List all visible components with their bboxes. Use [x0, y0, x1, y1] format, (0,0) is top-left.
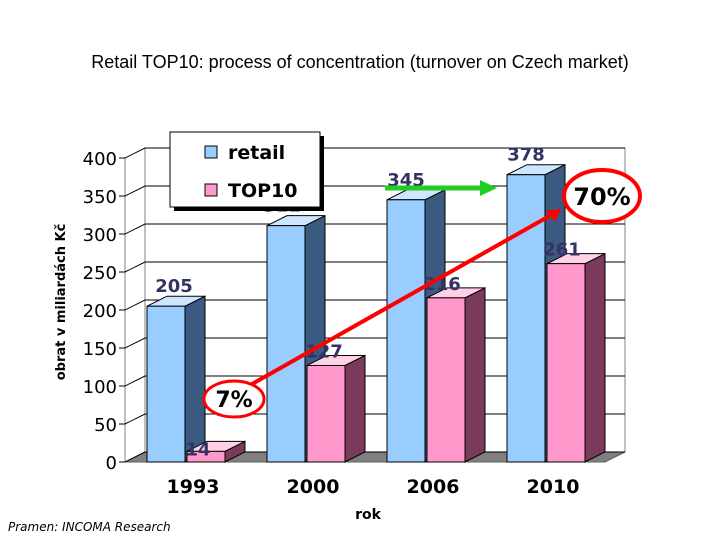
- green-arrow-head: [480, 180, 497, 196]
- share-ring-2010: [562, 168, 642, 224]
- source-note: Pramen: INCOMA Research: [8, 520, 171, 534]
- share-trend-arrowhead: [546, 210, 560, 222]
- bar-top10: [546, 263, 586, 463]
- x-tick-label: 2006: [407, 476, 460, 498]
- legend-swatch-retail: [204, 145, 218, 159]
- share-ring-1993: [202, 379, 266, 419]
- data-label: 14: [185, 439, 210, 460]
- data-label: 205: [155, 276, 193, 297]
- legend-label: retail: [228, 142, 285, 164]
- bar-retail-side: [184, 295, 206, 463]
- bar-top10: [306, 364, 346, 463]
- y-tick-label: 200: [83, 301, 117, 322]
- x-axis-label: rok: [355, 507, 382, 523]
- y-axis-label: obrat v miliardách Kč: [54, 224, 69, 381]
- share-trend-line: [237, 208, 561, 394]
- share-label-1993: 7%: [215, 388, 252, 413]
- y-tick-label: 400: [83, 149, 117, 170]
- y-tick-label: 100: [83, 377, 117, 398]
- y-tick-label: 150: [83, 339, 117, 360]
- y-tick-label: 250: [83, 263, 117, 284]
- y-tick-label: 300: [83, 225, 117, 246]
- chart-title: Retail TOP10: process of concentration (…: [91, 52, 629, 72]
- x-tick-label: 2000: [287, 476, 340, 498]
- bar-top10-side: [464, 287, 486, 463]
- x-tick-label: 2010: [527, 476, 580, 498]
- bar-top10-side: [344, 354, 366, 463]
- y-tick-label: 350: [83, 187, 117, 208]
- bar-retail: [386, 199, 426, 463]
- legend-box: [169, 131, 321, 208]
- legend-label: TOP10: [228, 180, 297, 202]
- share-label-2010: 70%: [573, 183, 630, 211]
- bar-retail: [146, 305, 186, 463]
- y-tick-label: 0: [106, 453, 117, 474]
- legend-swatch-top10: [204, 183, 218, 197]
- gridline: [124, 223, 625, 235]
- bar-retail: [506, 174, 546, 463]
- bar-top10: [426, 297, 466, 463]
- bar-retail: [266, 225, 306, 463]
- y-tick-label: 50: [94, 415, 117, 436]
- gridline: [124, 147, 625, 159]
- bar-top10-side: [584, 252, 606, 463]
- data-label: 261: [543, 240, 581, 261]
- bar-top10: [186, 450, 226, 463]
- x-tick-label: 1993: [167, 476, 220, 498]
- data-label: 216: [423, 274, 461, 295]
- data-label: 378: [507, 145, 545, 166]
